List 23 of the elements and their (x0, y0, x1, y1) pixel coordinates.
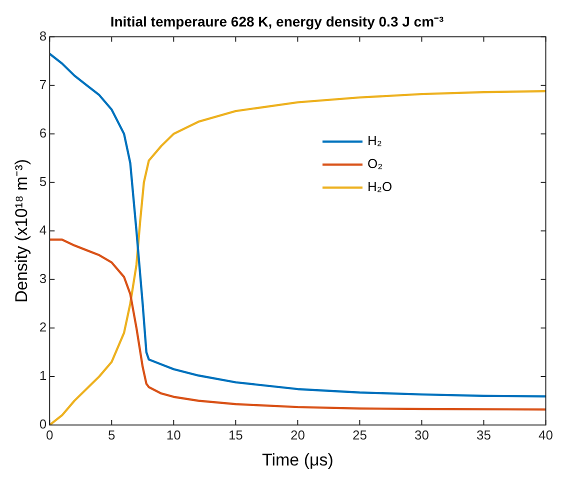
x-tick-label: 40 (538, 427, 554, 442)
legend-label: H₂ (368, 133, 382, 148)
y-tick-label: 2 (39, 320, 47, 335)
x-tick-label: 20 (290, 427, 305, 442)
chart-title: Initial temperaure 628 K, energy density 0.3 J cm⁻³ (110, 13, 444, 30)
y-tick-label: 0 (39, 416, 47, 432)
x-tick-label: 15 (228, 427, 243, 442)
y-tick-label: 4 (39, 222, 47, 238)
y-tick-label: 7 (39, 76, 47, 92)
y-tick-label: 3 (39, 271, 47, 286)
x-tick-label: 30 (414, 427, 429, 442)
x-tick-label: 25 (352, 427, 367, 442)
x-tick-label: 35 (476, 427, 491, 442)
y-tick-label: 5 (39, 174, 47, 189)
legend-label: H₂O (368, 179, 392, 194)
y-axis-title: Density (x10¹⁸ m⁻³) (12, 159, 31, 303)
legend-label: O₂ (368, 156, 383, 172)
y-tick-label: 8 (39, 28, 47, 44)
x-axis-title: Time (μs) (262, 450, 334, 470)
y-tick-label: 1 (39, 368, 47, 384)
x-tick-label: 5 (108, 427, 116, 442)
y-tick-label: 6 (39, 125, 47, 140)
x-tick-label: 10 (166, 427, 181, 442)
